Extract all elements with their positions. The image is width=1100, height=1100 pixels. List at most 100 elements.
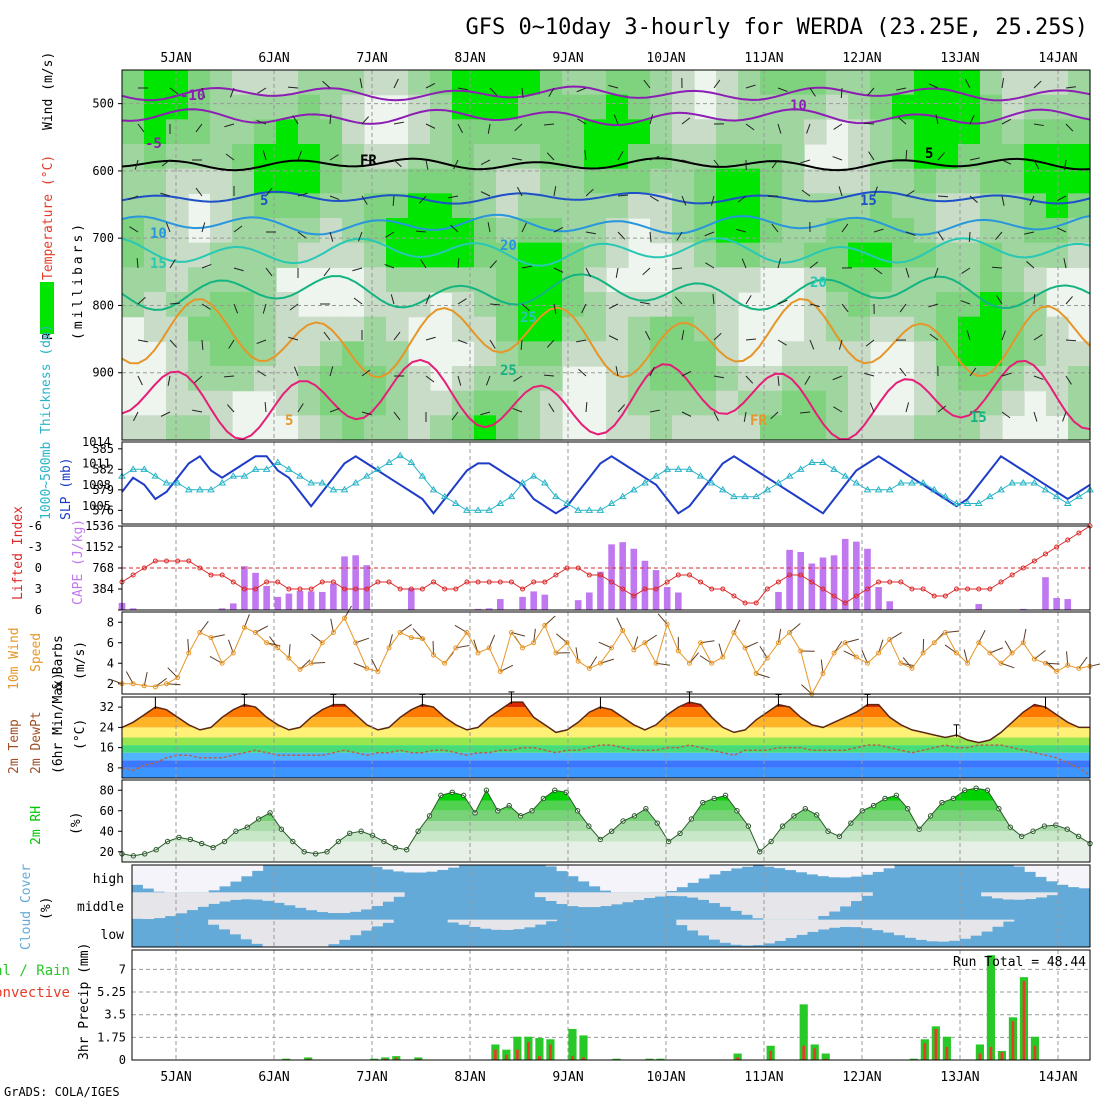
wind-barb	[929, 333, 939, 341]
rh-cell	[936, 415, 959, 441]
wind-barb	[450, 224, 459, 233]
tick-label: 60	[100, 804, 114, 818]
rh-cell	[892, 193, 915, 219]
wind-barb	[223, 375, 235, 378]
top-date-label: 11JAN	[744, 51, 783, 66]
tick-label: (°C)	[73, 719, 88, 750]
wind-barb	[353, 297, 363, 305]
wind10m-point	[531, 640, 537, 646]
temperature-contour	[121, 190, 1091, 205]
rh-cell	[936, 341, 959, 367]
cape-bar	[841, 538, 849, 610]
cloud-cell	[654, 865, 666, 893]
wind-barb	[480, 191, 491, 197]
cloud-cell	[404, 865, 416, 873]
rh-band	[122, 821, 1090, 832]
temp-ylabel-0: 2m Temp	[7, 719, 22, 774]
wind-barb	[544, 123, 555, 126]
lifted-point	[775, 579, 781, 585]
rh-cell	[826, 267, 849, 293]
wind-barb	[681, 371, 692, 377]
rh-cell	[188, 168, 211, 194]
rh-cell	[694, 144, 717, 170]
wind10m-point	[720, 654, 726, 660]
rh-cell	[364, 168, 387, 194]
rh-cell	[782, 218, 805, 244]
wind-barb	[415, 230, 427, 233]
cloud-cell	[621, 865, 634, 893]
wind10m-point	[931, 640, 937, 646]
rh-cell	[826, 242, 849, 268]
rh-cell	[342, 70, 365, 96]
lifted-point	[130, 572, 136, 578]
rh2m-panel: 20 40 60 80 2m RH (%)	[29, 779, 1093, 863]
rh-cell	[122, 70, 145, 96]
rh-cell	[144, 316, 167, 342]
rh-cell	[870, 193, 893, 219]
wind-barb	[480, 159, 491, 165]
rh-cell	[870, 144, 893, 170]
cape-bar	[808, 563, 816, 610]
cape-bar	[341, 556, 348, 610]
rh-cell	[738, 70, 761, 96]
wind10m-point	[564, 640, 570, 646]
rh-cell	[958, 70, 981, 96]
rh-cell	[254, 218, 277, 244]
precip-total-bar	[568, 1028, 577, 1060]
precip-conv-bar	[945, 1047, 949, 1060]
rh-cell	[716, 242, 739, 268]
rh-cell	[364, 70, 387, 96]
rh-cell	[540, 341, 563, 367]
tick-label: (6hr Min/Max)	[51, 672, 66, 774]
rh-cell	[1002, 390, 1025, 416]
cloud-cell	[600, 892, 612, 907]
wind-barb	[1063, 159, 1067, 170]
top-date-label: 5JAN	[160, 51, 191, 66]
rh-cell	[430, 144, 453, 170]
wind-barb	[418, 195, 427, 204]
rh-cell	[1002, 316, 1025, 342]
top-date-label: 13JAN	[940, 51, 979, 66]
wind-barb	[640, 301, 651, 305]
cloud-cell	[730, 919, 743, 945]
rh-cell	[342, 366, 365, 392]
wind10m-point	[464, 630, 470, 635]
rh-cell	[914, 242, 937, 268]
rh-cell	[562, 70, 585, 96]
rh-cell	[980, 415, 1003, 441]
tick-label: 40	[100, 824, 114, 838]
rh-cell	[716, 366, 739, 392]
cape-bar	[530, 591, 537, 610]
cloud-cell	[534, 892, 547, 898]
cloud-cell	[894, 919, 906, 936]
rh-cell	[254, 316, 277, 342]
cloud-cell	[643, 865, 656, 893]
tick-label: 576	[92, 503, 114, 517]
wind10m-point	[330, 630, 336, 635]
cloud-cell	[915, 919, 928, 940]
rh-cell	[166, 292, 189, 318]
rh-cell	[188, 341, 211, 367]
cloud-cell	[817, 865, 830, 877]
wind10m-point	[208, 635, 214, 641]
rh-cell	[1068, 119, 1091, 145]
wind-barb	[229, 87, 235, 98]
cloud-cell	[186, 865, 198, 893]
rh-cell	[518, 390, 541, 416]
top-date-label: 6JAN	[258, 51, 289, 66]
tick-label: (%)	[39, 897, 54, 920]
rh-cell	[628, 168, 651, 194]
rh-cell	[650, 316, 673, 342]
wind-barb	[896, 87, 907, 91]
rh-cell	[166, 242, 189, 268]
rh-cell	[650, 415, 673, 441]
wind-barb	[649, 155, 660, 161]
wind-barb	[489, 87, 498, 96]
wind-barb	[297, 403, 304, 413]
wind-barb	[128, 195, 139, 201]
rh-cell	[320, 390, 343, 416]
cape-bar	[619, 542, 626, 610]
cloud-cell	[545, 892, 558, 901]
rh-cell	[320, 415, 343, 441]
rh-cell	[760, 144, 783, 170]
